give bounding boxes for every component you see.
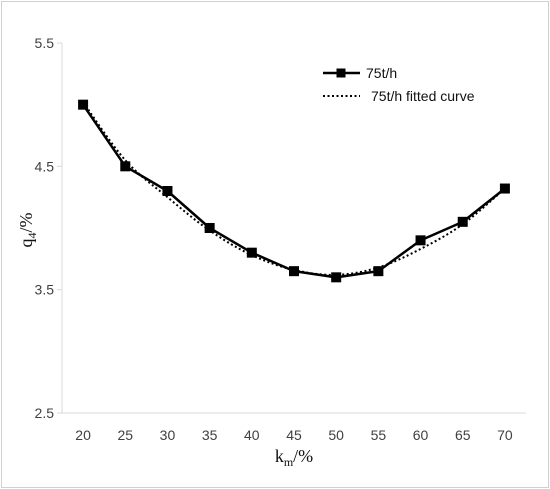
series-line-75th bbox=[82, 103, 506, 279]
y-tick-label: 5.5 bbox=[35, 35, 55, 51]
x-tick-label: 35 bbox=[202, 427, 218, 443]
y-axis: 5.5 4.5 3.5 2.5 bbox=[35, 35, 63, 421]
x-tick-label: 60 bbox=[413, 427, 429, 443]
x-tick-label: 25 bbox=[117, 427, 133, 443]
y-axis-title: q4/% bbox=[16, 212, 39, 247]
data-point-marker bbox=[499, 183, 510, 194]
legend-label-series-2: 75t/h fitted curve bbox=[371, 88, 475, 104]
y-tick-label: 3.5 bbox=[35, 282, 55, 298]
fitted-curve-line bbox=[82, 101, 506, 276]
x-axis: 20 25 30 35 40 45 50 55 60 65 70 bbox=[62, 412, 526, 443]
data-point-marker bbox=[415, 235, 426, 246]
x-tick-label: 20 bbox=[75, 427, 91, 443]
x-tick-label: 70 bbox=[497, 427, 513, 443]
data-point-marker bbox=[457, 216, 468, 227]
x-tick-label: 65 bbox=[455, 427, 471, 443]
data-point-marker bbox=[289, 266, 299, 277]
x-tick-label: 30 bbox=[160, 427, 176, 443]
data-point-marker bbox=[246, 247, 257, 258]
x-tick-label: 45 bbox=[286, 427, 302, 443]
legend-marker-square bbox=[336, 68, 346, 78]
data-point-marker bbox=[373, 266, 384, 277]
data-point-marker bbox=[331, 272, 342, 283]
data-point-marker bbox=[204, 223, 215, 233]
x-axis-title: km/% bbox=[275, 446, 313, 469]
x-tick-label: 55 bbox=[371, 427, 387, 443]
x-tick-label: 50 bbox=[328, 427, 344, 443]
y-tick-label: 4.5 bbox=[35, 158, 55, 174]
data-point-marker bbox=[78, 99, 89, 110]
legend: 75t/h 75t/h fitted curve bbox=[323, 65, 475, 104]
legend-label-series-1: 75t/h bbox=[366, 65, 397, 81]
data-point-marker bbox=[120, 161, 131, 172]
data-point-marker bbox=[162, 186, 173, 196]
y-tick-label: 2.5 bbox=[35, 405, 55, 421]
x-tick-label: 40 bbox=[244, 427, 260, 443]
series-layer bbox=[78, 99, 510, 283]
